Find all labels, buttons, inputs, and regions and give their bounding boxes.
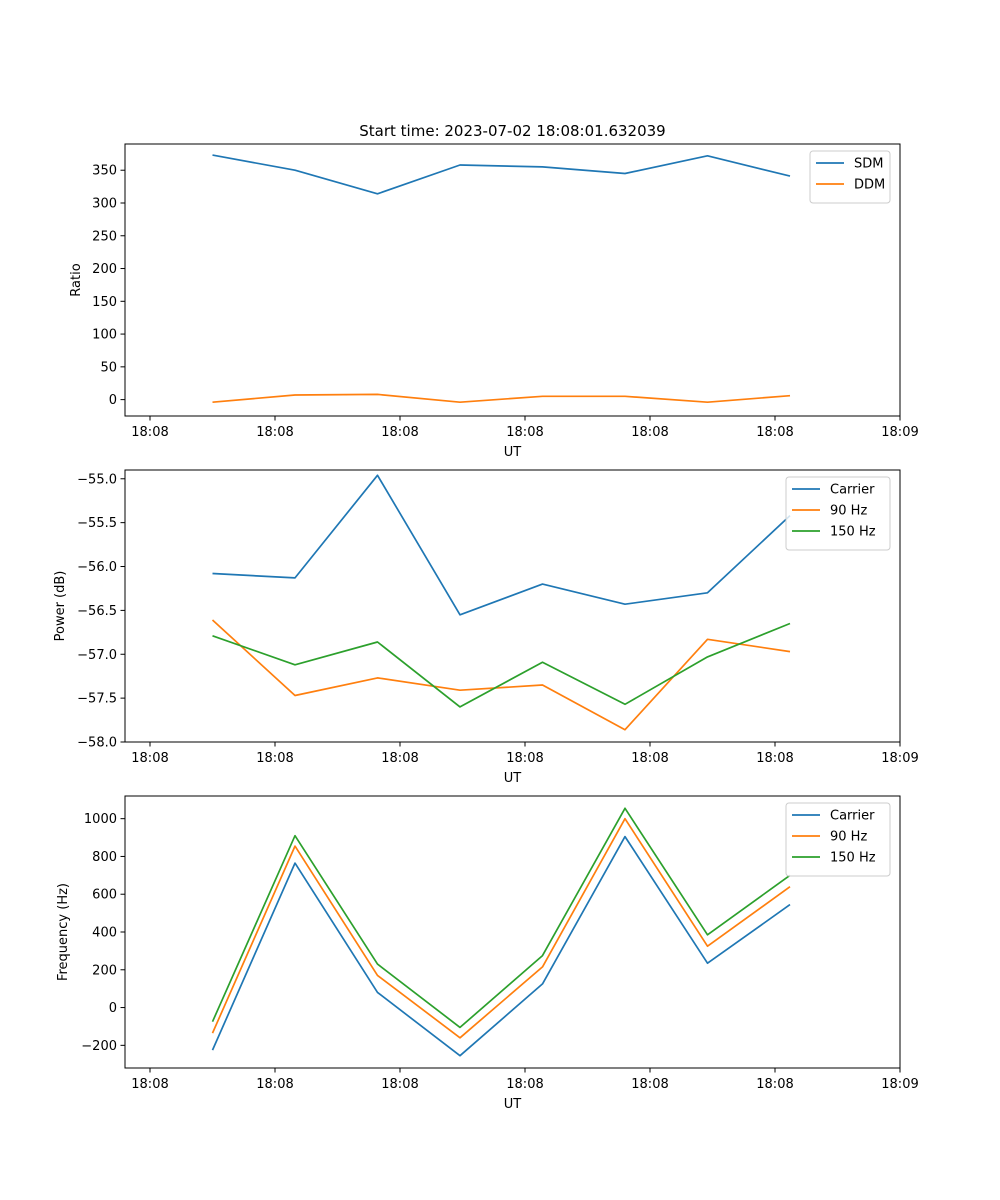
series-line-ddm	[212, 393, 791, 404]
y-tick-label: −55.5	[77, 516, 117, 531]
axes-frame	[124, 795, 901, 1069]
y-tick-label: −57.0	[77, 648, 117, 663]
x-tick-label: 18:08	[256, 751, 293, 766]
legend-label: SDM	[854, 157, 883, 172]
x-tick-label: 18:08	[131, 425, 168, 440]
x-tick-label: 18:08	[756, 751, 793, 766]
y-axis-label: Ratio	[69, 263, 84, 296]
x-tick-label: 18:08	[381, 751, 418, 766]
y-tick-label: 0	[109, 1001, 117, 1016]
x-tick-label: 18:08	[256, 1077, 293, 1092]
x-axis-label: UT	[504, 1097, 522, 1112]
y-tick-label: 300	[92, 196, 117, 211]
y-tick-label: 0	[109, 393, 117, 408]
y-tick-label: 1000	[84, 812, 117, 827]
y-tick-label: 400	[92, 926, 117, 941]
chart-panel-1: 18:08 18:08 18:08 18:08 18:08 18:08 18:09 0 50 10…	[69, 143, 919, 460]
x-tick-label: 18:08	[506, 1077, 543, 1092]
legend-label: 90 Hz	[830, 830, 867, 845]
axes-frame	[124, 143, 901, 417]
legend-label: Carrier	[830, 809, 875, 824]
x-axis-label: UT	[504, 771, 522, 786]
legend-label: DDM	[854, 178, 885, 193]
y-tick-label: −56.5	[77, 604, 117, 619]
y-tick-label: −200	[81, 1039, 117, 1054]
chart-panel-2: 18:08 18:08 18:08 18:08 18:08 18:08 18:09 −58.0…	[53, 469, 919, 786]
y-tick-label: −55.0	[77, 472, 117, 487]
figure-title: Start time: 2023-07-02 18:08:01.632039	[359, 122, 665, 140]
legend-label: 150 Hz	[830, 525, 876, 540]
y-tick-label: 350	[92, 164, 117, 179]
y-axis-label: Frequency (Hz)	[56, 883, 71, 981]
x-tick-label: 18:08	[756, 1077, 793, 1092]
y-tick-label: 200	[92, 262, 117, 277]
legend: Carrier 90 Hz 150 Hz	[785, 802, 891, 877]
series-line-150-hz	[211, 807, 791, 1029]
series-line-90-hz	[211, 619, 791, 731]
x-tick-label: 18:09	[881, 1077, 918, 1092]
x-tick-label: 18:08	[381, 1077, 418, 1092]
y-tick-label: 100	[92, 328, 117, 343]
series-line-90-hz	[211, 817, 791, 1039]
x-tick-label: 18:08	[631, 751, 668, 766]
y-tick-label: 600	[92, 888, 117, 903]
x-tick-label: 18:08	[131, 751, 168, 766]
x-tick-label: 18:08	[506, 751, 543, 766]
x-tick-label: 18:08	[256, 425, 293, 440]
y-tick-label: 50	[100, 360, 117, 375]
x-tick-label: 18:08	[506, 425, 543, 440]
series-line-carrier	[212, 474, 791, 616]
legend-label: 150 Hz	[830, 851, 876, 866]
y-tick-label: −56.0	[77, 560, 117, 575]
x-tick-label: 18:08	[381, 425, 418, 440]
x-tick-label: 18:08	[131, 1077, 168, 1092]
y-tick-label: 800	[92, 850, 117, 865]
y-tick-label: −57.5	[77, 692, 117, 707]
y-tick-label: 200	[92, 963, 117, 978]
legend-label: Carrier	[830, 483, 875, 498]
legend-label: 90 Hz	[830, 504, 867, 519]
legend: SDM DDM	[809, 150, 891, 204]
x-axis-label: UT	[504, 445, 522, 460]
x-tick-label: 18:08	[756, 425, 793, 440]
axes-frame	[124, 469, 901, 743]
legend: Carrier 90 Hz 150 Hz	[785, 476, 891, 551]
chart-panel-3: 18:08 18:08 18:08 18:08 18:08 18:08 18:09 −200 0…	[56, 795, 919, 1112]
y-tick-label: 150	[92, 295, 117, 310]
x-tick-label: 18:09	[881, 425, 918, 440]
legend-box	[809, 150, 891, 204]
x-tick-label: 18:09	[881, 751, 918, 766]
series-line-sdm	[212, 154, 791, 195]
series-line-carrier	[211, 835, 791, 1057]
y-axis-label: Power (dB)	[53, 571, 68, 642]
y-tick-label: 250	[92, 229, 117, 244]
x-tick-label: 18:08	[631, 425, 668, 440]
series-line-150-hz	[212, 622, 791, 708]
x-tick-label: 18:08	[631, 1077, 668, 1092]
y-tick-label: −58.0	[77, 736, 117, 751]
